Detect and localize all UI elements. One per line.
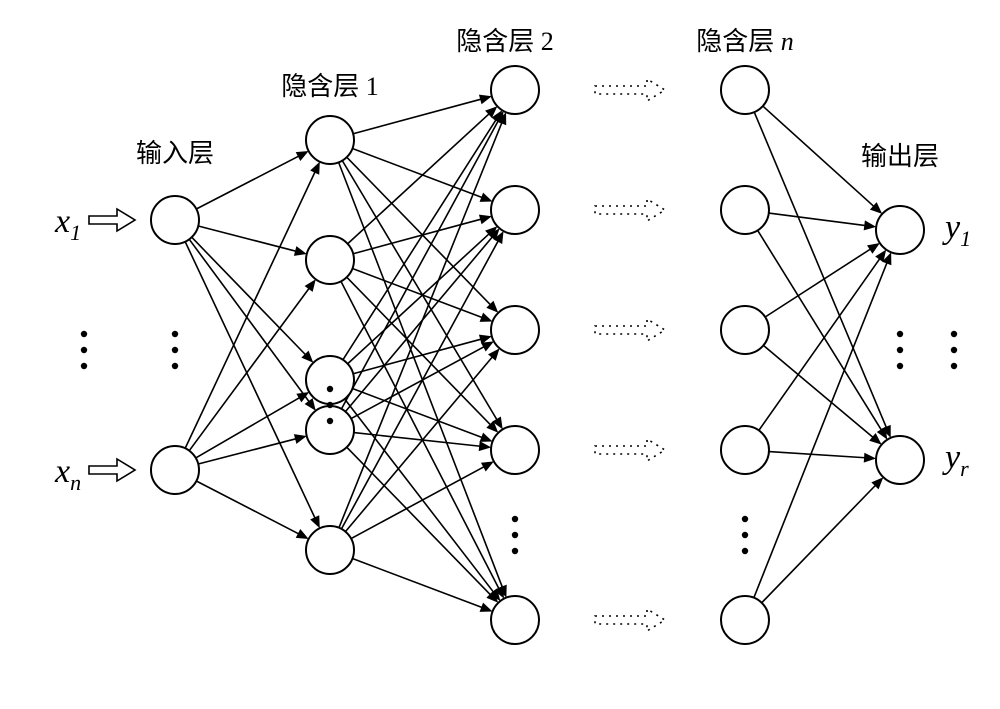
nn-diagram: 输入层 隐含层 1 隐含层 2 隐含层 n 输出层 x1 xn y1 yr: [0, 0, 1000, 709]
edge-hidden10-hidden20: [353, 99, 481, 134]
vdots-dot: [897, 347, 903, 353]
vdots-dot: [512, 532, 518, 538]
hidden1-node-2: [306, 356, 354, 404]
input-node-0: [151, 196, 199, 244]
arrowhead: [864, 220, 877, 230]
vdots-dot: [327, 402, 333, 408]
edge-hidden10-hidden21: [352, 148, 482, 197]
vdots-dot: [81, 363, 87, 369]
hidden1-node-0: [306, 116, 354, 164]
vdots-dot: [951, 363, 957, 369]
arrowhead: [479, 215, 492, 225]
arrowhead: [479, 441, 491, 451]
input-node-1: [151, 446, 199, 494]
vdots-dot: [897, 363, 903, 369]
vdots-dot: [512, 516, 518, 522]
edge-hidden11-hidden21: [353, 219, 481, 254]
label-hiddenN: 隐含层 n: [696, 27, 794, 56]
label-x-0: x1: [54, 203, 81, 245]
edge-input0-hidden11: [198, 226, 296, 251]
vdots-dot: [742, 532, 748, 538]
hidden1-node-3: [306, 406, 354, 454]
hiddenN-node-0: [721, 66, 769, 114]
label-y-0: y1: [942, 209, 971, 251]
arrowhead: [480, 433, 493, 442]
hidden2-node-2: [491, 306, 539, 354]
edge-input1-hidden14: [196, 481, 299, 534]
arrowhead: [480, 603, 493, 612]
label-hidden2: 隐含层 2: [456, 27, 554, 56]
edge-hiddenN3-output0: [759, 258, 880, 430]
vdots-dot: [172, 331, 178, 337]
hidden2-node-4: [491, 596, 539, 644]
edge-input1-hidden13: [198, 439, 296, 464]
vdots-dot: [742, 516, 748, 522]
label-input-layer: 输入层: [136, 139, 214, 168]
vdots-dot: [327, 386, 333, 392]
output-node-1: [876, 436, 924, 484]
arrowhead: [294, 434, 307, 444]
dotted-hollow-arrow: [595, 439, 665, 461]
edge-hiddenN2-output0: [765, 249, 871, 317]
input-arrow-0: [89, 209, 135, 231]
edge-hiddenN4-output0: [754, 262, 887, 597]
hidden2-node-1: [491, 186, 539, 234]
arrowhead: [479, 95, 492, 105]
vdots-dot: [172, 363, 178, 369]
vdots-dot: [81, 331, 87, 337]
vdots-dot: [512, 548, 518, 554]
edge-input1-hidden12: [196, 397, 300, 457]
label-x-1: xn: [54, 453, 81, 495]
dotted-hollow-arrow: [595, 79, 665, 101]
hiddenN-node-3: [721, 426, 769, 474]
arrowhead: [305, 398, 316, 411]
edge-input1-hidden10: [185, 171, 315, 448]
edge-hiddenN1-output0: [769, 213, 866, 225]
vdots-dot: [81, 347, 87, 353]
arrowhead: [867, 243, 880, 254]
hiddenN-node-1: [721, 186, 769, 234]
dotted-hollow-arrow: [595, 609, 665, 631]
label-y-1: yr: [942, 439, 969, 481]
edge-input0-hidden14: [185, 242, 315, 519]
vdots-dot: [951, 331, 957, 337]
hiddenN-node-4: [721, 596, 769, 644]
vdots-dot: [172, 347, 178, 353]
output-node-0: [876, 206, 924, 254]
arrowhead: [864, 453, 876, 463]
edge-hidden12-hidden21: [348, 234, 490, 364]
hidden1-node-4: [306, 526, 354, 574]
edge-hiddenN0-output0: [763, 106, 874, 207]
edge-hiddenN4-output1: [762, 485, 876, 603]
vdots-dot: [897, 331, 903, 337]
arrowhead: [294, 246, 307, 256]
vdots-dot: [742, 548, 748, 554]
arrowhead: [480, 193, 493, 202]
edge-input0-hidden12: [192, 237, 306, 355]
arrowhead: [305, 279, 316, 292]
dotted-hollow-arrow: [595, 199, 665, 221]
edge-hidden14-hidden21: [341, 241, 498, 529]
edge-hiddenN1-output1: [758, 230, 882, 430]
vdots-dot: [327, 418, 333, 424]
arrowhead: [296, 392, 309, 402]
edge-hidden11-hidden20: [348, 114, 490, 244]
label-output-layer: 输出层: [861, 142, 939, 171]
input-arrow-1: [89, 459, 135, 481]
edge-hiddenN3-output1: [769, 452, 865, 458]
edge-hidden13-hidden20: [341, 121, 498, 409]
dotted-hollow-arrow: [595, 319, 665, 341]
hidden2-node-0: [491, 66, 539, 114]
vdots-dot: [951, 347, 957, 353]
arrowhead: [480, 313, 493, 322]
hidden1-node-1: [306, 236, 354, 284]
edge-hidden13-hidden24: [347, 447, 491, 595]
hidden2-node-3: [491, 426, 539, 474]
hiddenN-node-2: [721, 306, 769, 354]
edge-hidden14-hidden23: [351, 467, 484, 539]
label-hidden1: 隐含层 1: [281, 72, 379, 101]
edge-hidden13-hidden22: [351, 347, 484, 419]
